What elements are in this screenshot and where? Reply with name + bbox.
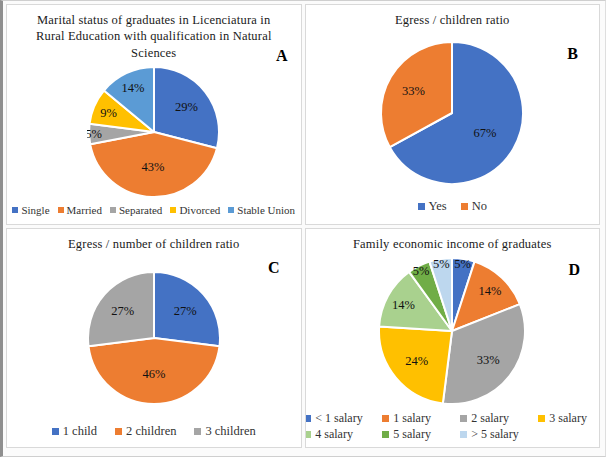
legend-item-5-salary: > 5 salary <box>460 427 518 442</box>
legend-label: 1 salary <box>393 411 431 426</box>
pie-chart-family-income: 5%14%33%24%14%5%5% <box>377 256 527 406</box>
legend-item-stable-union: Stable Union <box>228 204 295 216</box>
legend-marker <box>170 207 176 213</box>
legend-item-5-salary: 5 salary <box>382 427 431 442</box>
legend-marker <box>305 431 312 438</box>
panel-letter: C <box>268 259 280 277</box>
legend-item-3-children: 3 children <box>194 424 255 439</box>
legend-marker <box>382 415 389 422</box>
legend-label: 3 children <box>205 424 255 439</box>
pie-chart-figure: Marital status of graduates in Licenciat… <box>0 0 606 457</box>
legend-item-1-salary: 1 salary <box>382 411 431 426</box>
pie-chart-number-of-children: 27% 46% 27% <box>86 270 222 406</box>
legend-label: Married <box>67 204 102 216</box>
legend-item-2-salary: 2 salary <box>460 411 509 426</box>
legend-marker <box>12 207 18 213</box>
legend-marker <box>460 431 467 438</box>
panel-letter: A <box>276 47 288 65</box>
legend-marker <box>460 415 467 422</box>
legend-label: 2 salary <box>471 411 509 426</box>
chart-panel-b: Egress / children ratio B 67% 33% Yes No <box>305 4 601 225</box>
panel-letter: D <box>568 261 580 279</box>
chart-panel-a: Marital status of graduates in Licenciat… <box>6 4 302 225</box>
pie-area: 5%14%33%24%14%5%5% <box>306 252 600 411</box>
legend-item-yes: Yes <box>418 199 447 214</box>
pie-percent-label: 5% <box>87 127 102 141</box>
legend-item-married: Married <box>58 204 102 216</box>
legend-item-divorced: Divorced <box>170 204 220 216</box>
pie-area: 67% 33% <box>306 28 600 198</box>
legend-label: Yes <box>429 199 447 214</box>
pie-percent-label: 43% <box>141 161 164 175</box>
legend-item-4-salary: 4 salary <box>305 427 353 442</box>
legend-item-2-children: 2 children <box>115 424 176 439</box>
pie-percent-label: 5% <box>413 264 430 278</box>
pie-percent-label: 67% <box>474 126 497 140</box>
legend-marker <box>305 415 312 422</box>
legend-marker <box>538 415 545 422</box>
legend-marker <box>110 207 116 213</box>
legend-marker <box>418 203 425 210</box>
pie-percent-label: 14% <box>392 298 415 312</box>
legend-marker <box>58 207 64 213</box>
pie-percent-label: 14% <box>121 81 144 95</box>
legend-children-ratio: Yes No <box>411 199 494 214</box>
chart-title: Egress / children ratio <box>395 12 510 28</box>
legend-label: < 1 salary <box>315 411 362 426</box>
pie-area: 29% 43% 5% 9% 14% <box>7 61 301 204</box>
legend-item-no: No <box>461 199 487 214</box>
legend-label: Separated <box>119 204 162 216</box>
pie-percent-label: 27% <box>173 304 196 318</box>
pie-area: 27% 46% 27% <box>7 252 301 424</box>
pie-percent-label: 5% <box>433 258 450 272</box>
pie-percent-label: 5% <box>455 258 472 272</box>
chart-title: Egress / number of children ratio <box>68 236 239 252</box>
legend-label: 3 salary <box>549 411 587 426</box>
pie-percent-label: 33% <box>402 84 425 98</box>
pie-chart-children-ratio: 67% 33% <box>379 40 525 186</box>
legend-item-separated: Separated <box>110 204 162 216</box>
legend-item-1-child: 1 child <box>52 424 97 439</box>
legend-item-1-salary: < 1 salary <box>305 411 363 426</box>
legend-label: 1 child <box>63 424 97 439</box>
legend-marker <box>382 431 389 438</box>
legend-marital-status: Single Married Separated Divorced Stable Uni… <box>8 204 299 216</box>
chart-title: Family economic income of graduates <box>353 236 552 252</box>
legend-label: Divorced <box>179 204 220 216</box>
legend-label: 2 children <box>126 424 176 439</box>
legend-label: No <box>472 199 487 214</box>
pie-percent-label: 46% <box>142 367 165 381</box>
legend-family-income: < 1 salary 1 salary 2 salary 3 salary 4 sala… <box>305 411 601 442</box>
legend-label: Single <box>21 204 49 216</box>
legend-label: 4 salary <box>315 427 353 442</box>
chart-title: Marital status of graduates in Licenciat… <box>22 12 286 61</box>
legend-marker <box>194 428 201 435</box>
pie-chart-marital-status: 29% 43% 5% 9% 14% <box>87 65 221 199</box>
pie-percent-label: 29% <box>175 100 198 114</box>
panel-letter: B <box>567 45 578 63</box>
pie-percent-label: 27% <box>111 304 134 318</box>
chart-panel-d: Family economic income of graduates D 5%… <box>305 228 601 449</box>
legend-marker <box>228 207 234 213</box>
chart-panel-c: Egress / number of children ratio C 27% 4… <box>6 228 302 449</box>
legend-number-of-children: 1 child 2 children 3 children <box>43 424 265 439</box>
legend-item-3-salary: 3 salary <box>538 411 587 426</box>
legend-item-single: Single <box>12 204 49 216</box>
legend-marker <box>115 428 122 435</box>
pie-percent-label: 14% <box>479 284 502 298</box>
legend-label: 5 salary <box>393 427 431 442</box>
legend-marker <box>461 203 468 210</box>
pie-percent-label: 24% <box>405 354 428 368</box>
legend-label: Stable Union <box>237 204 295 216</box>
pie-percent-label: 9% <box>100 106 117 120</box>
pie-percent-label: 33% <box>477 353 500 367</box>
legend-marker <box>52 428 59 435</box>
legend-label: > 5 salary <box>471 427 518 442</box>
